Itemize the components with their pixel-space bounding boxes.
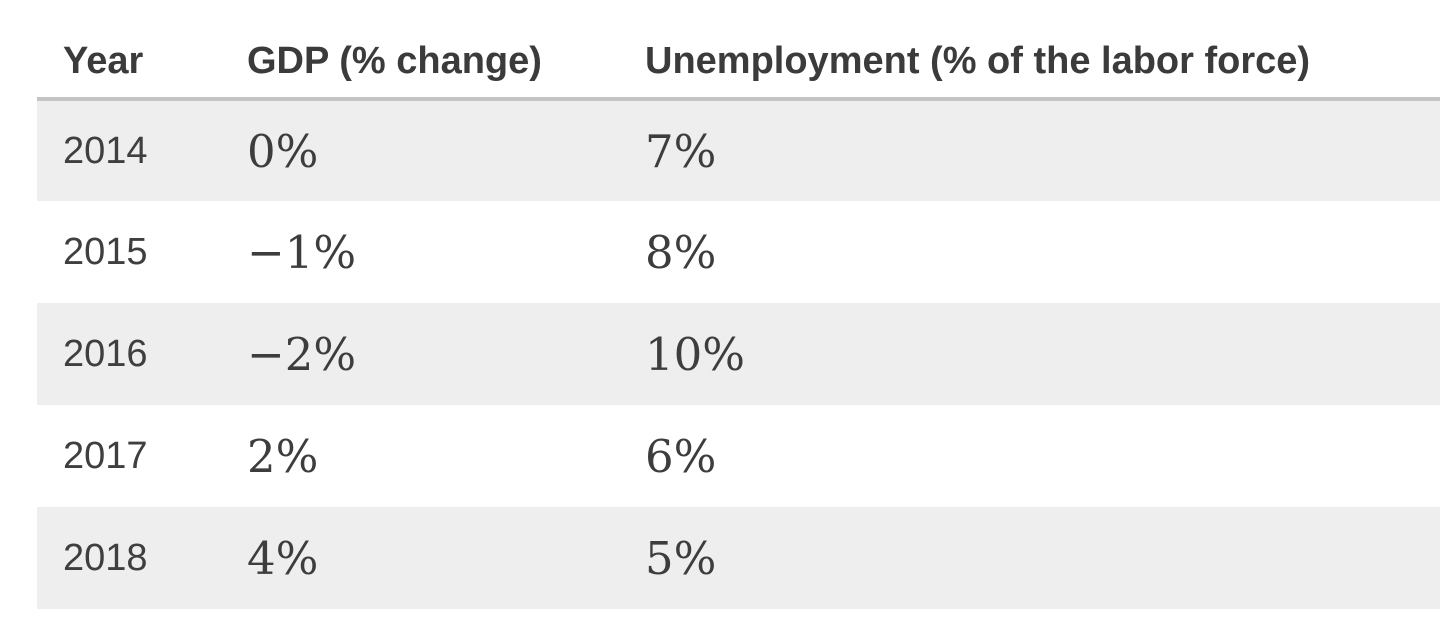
gdp-cell: −2% xyxy=(247,327,357,381)
gdp-cell: 0% xyxy=(247,124,319,178)
year-cell: 2017 xyxy=(63,434,148,477)
year-cell: 2015 xyxy=(63,230,148,273)
unemployment-cell: 5% xyxy=(645,531,717,585)
table-row: 2016 −2% 10% xyxy=(37,303,1440,405)
unemployment-cell: 7% xyxy=(645,124,717,178)
table-body: 2014 0% 7% 2015 −1% 8% 2016 −2% 10% 2017… xyxy=(37,99,1440,609)
unemployment-cell: 10% xyxy=(645,327,746,381)
gdp-cell: 2% xyxy=(247,429,319,483)
column-header-unemployment: Unemployment (% of the labor force) xyxy=(619,0,1440,101)
table-header: Year GDP (% change) Unemployment (% of t… xyxy=(37,0,1440,101)
table-row: 2017 2% 6% xyxy=(37,405,1440,507)
gdp-cell: 4% xyxy=(247,531,319,585)
year-cell: 2018 xyxy=(63,536,148,579)
year-cell: 2016 xyxy=(63,332,148,375)
table-container: Year GDP (% change) Unemployment (% of t… xyxy=(37,0,1440,609)
header-row: Year GDP (% change) Unemployment (% of t… xyxy=(37,0,1440,101)
table-row: 2018 4% 5% xyxy=(37,507,1440,609)
table-row: 2014 0% 7% xyxy=(37,99,1440,201)
unemployment-cell: 6% xyxy=(645,429,717,483)
column-header-gdp: GDP (% change) xyxy=(221,0,619,101)
table-row: 2015 −1% 8% xyxy=(37,201,1440,303)
data-table: Year GDP (% change) Unemployment (% of t… xyxy=(37,0,1440,609)
column-header-year: Year xyxy=(37,0,221,101)
year-cell: 2014 xyxy=(63,129,148,172)
unemployment-cell: 8% xyxy=(645,225,717,279)
gdp-cell: −1% xyxy=(247,225,357,279)
